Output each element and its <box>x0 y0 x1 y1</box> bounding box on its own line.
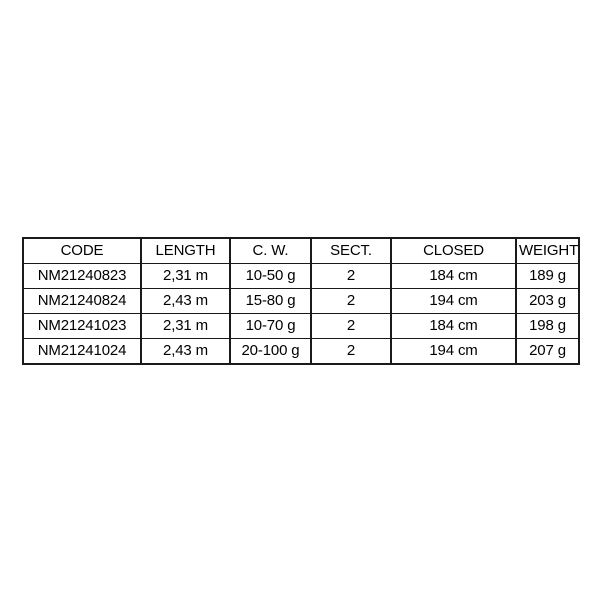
table-row: NM21241023 2,31 m 10-70 g 2 184 cm 198 g <box>22 313 580 339</box>
cell-closed: 184 cm <box>390 263 517 289</box>
cell-cw: 15-80 g <box>229 288 312 314</box>
cell-code: NM21240823 <box>22 263 142 289</box>
cell-cw: 20-100 g <box>229 338 312 365</box>
cell-weight: 207 g <box>515 338 580 365</box>
cell-weight: 198 g <box>515 313 580 339</box>
column-header-code: CODE <box>22 237 142 264</box>
table-row: NM21240824 2,43 m 15-80 g 2 194 cm 203 g <box>22 288 580 314</box>
cell-code: NM21240824 <box>22 288 142 314</box>
specification-table: CODE LENGTH C. W. SECT. CLOSED WEIGHT NM… <box>22 237 580 365</box>
cell-sect: 2 <box>310 313 392 339</box>
cell-weight: 203 g <box>515 288 580 314</box>
cell-length: 2,43 m <box>140 338 231 365</box>
cell-length: 2,31 m <box>140 263 231 289</box>
column-header-cw: C. W. <box>229 237 312 264</box>
cell-length: 2,31 m <box>140 313 231 339</box>
cell-length: 2,43 m <box>140 288 231 314</box>
cell-sect: 2 <box>310 338 392 365</box>
cell-closed: 194 cm <box>390 288 517 314</box>
column-header-closed: CLOSED <box>390 237 517 264</box>
cell-code: NM21241023 <box>22 313 142 339</box>
table-header-row: CODE LENGTH C. W. SECT. CLOSED WEIGHT <box>22 237 580 264</box>
cell-closed: 184 cm <box>390 313 517 339</box>
table-row: NM21241024 2,43 m 20-100 g 2 194 cm 207 … <box>22 338 580 365</box>
cell-sect: 2 <box>310 288 392 314</box>
table-body: NM21240823 2,31 m 10-50 g 2 184 cm 189 g… <box>22 263 580 365</box>
column-header-length: LENGTH <box>140 237 231 264</box>
cell-weight: 189 g <box>515 263 580 289</box>
specification-table-container: CODE LENGTH C. W. SECT. CLOSED WEIGHT NM… <box>22 237 580 365</box>
cell-code: NM21241024 <box>22 338 142 365</box>
cell-cw: 10-70 g <box>229 313 312 339</box>
table-header: CODE LENGTH C. W. SECT. CLOSED WEIGHT <box>22 237 580 264</box>
cell-cw: 10-50 g <box>229 263 312 289</box>
cell-closed: 194 cm <box>390 338 517 365</box>
column-header-weight: WEIGHT <box>515 237 580 264</box>
cell-sect: 2 <box>310 263 392 289</box>
column-header-sect: SECT. <box>310 237 392 264</box>
table-row: NM21240823 2,31 m 10-50 g 2 184 cm 189 g <box>22 263 580 289</box>
